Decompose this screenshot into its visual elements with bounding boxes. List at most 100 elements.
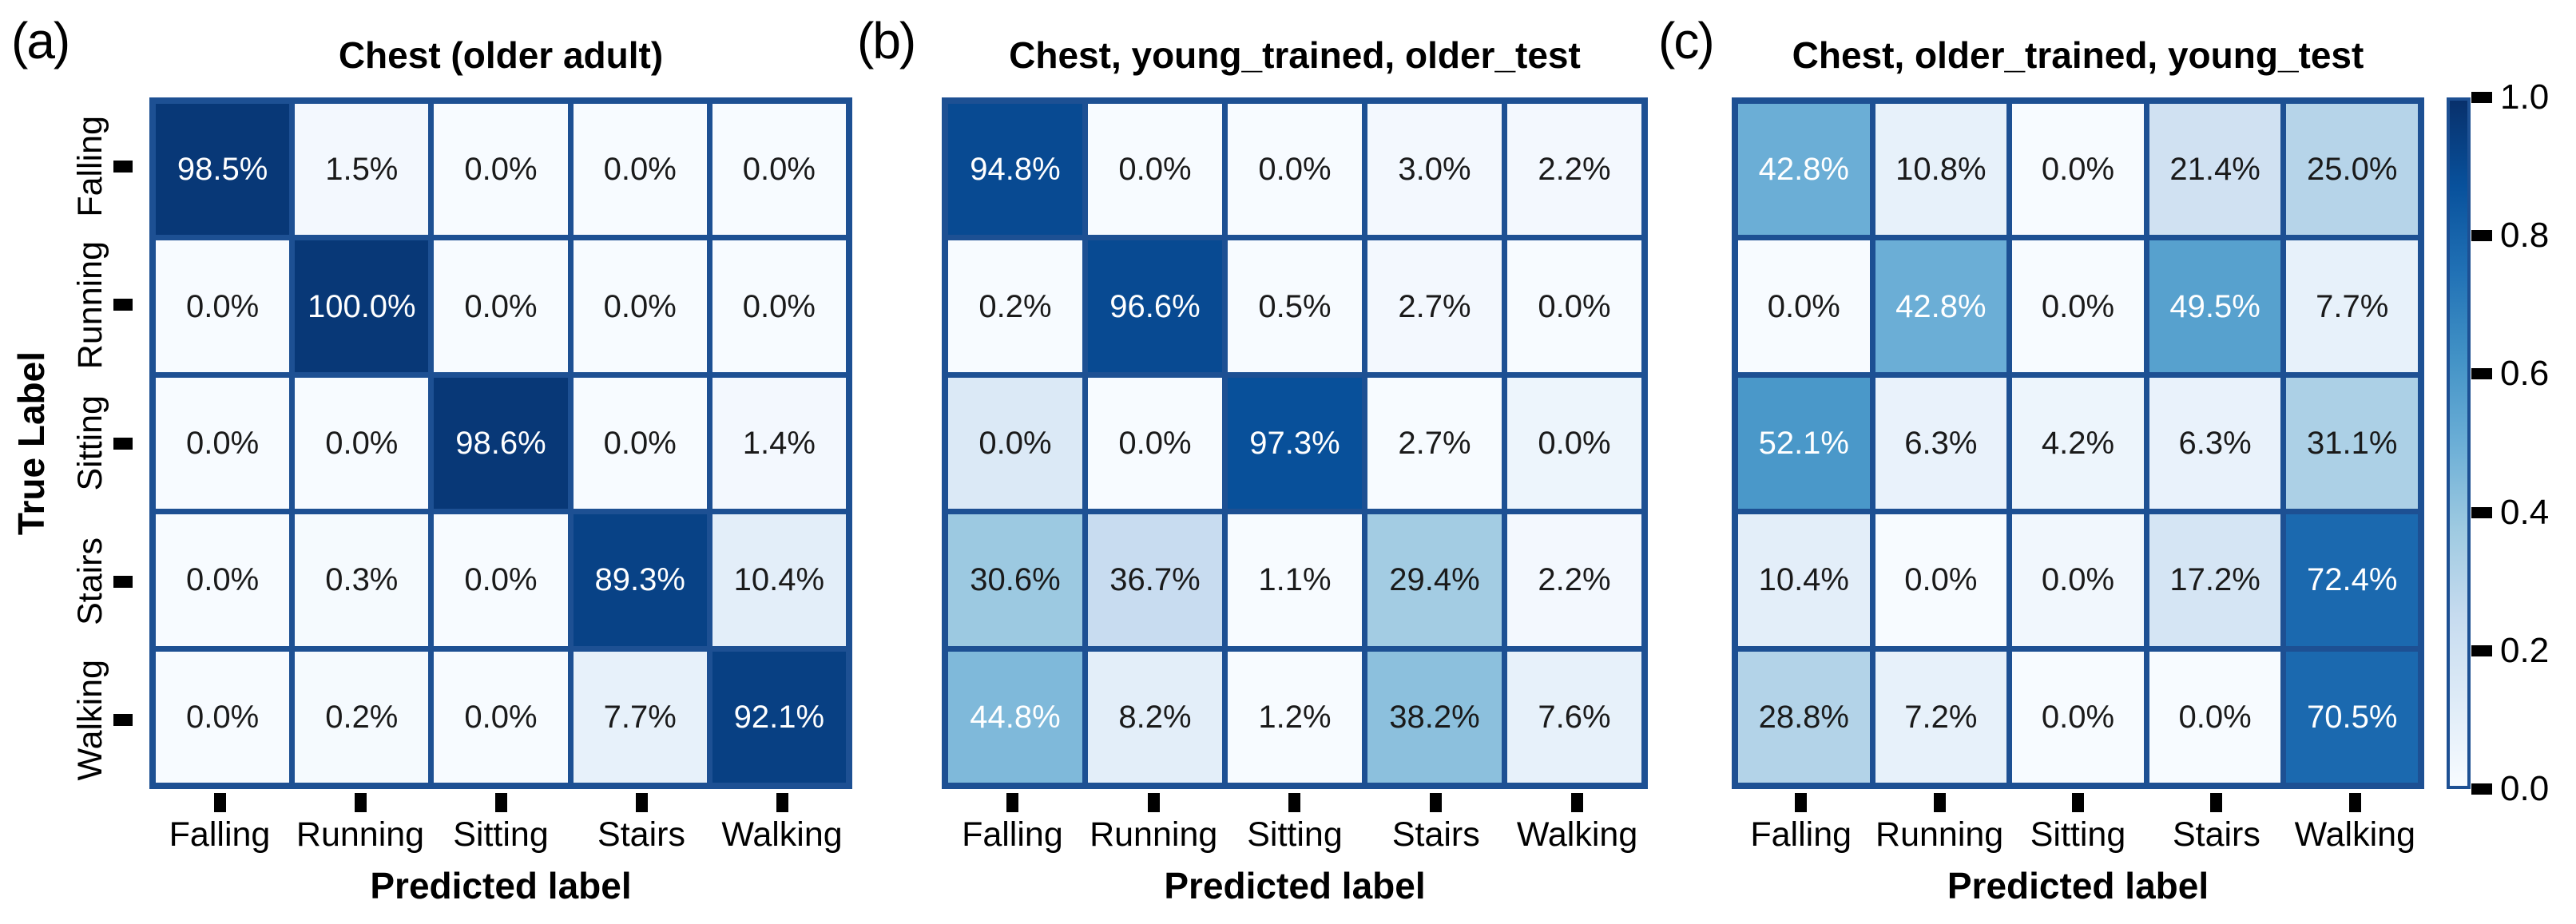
- matrix-cell: 89.3%: [573, 514, 707, 646]
- matrix-cell: 0.0%: [156, 377, 290, 510]
- matrix-cell: 7.7%: [573, 651, 707, 783]
- colorbar-tick: 0.4: [2471, 493, 2549, 533]
- matrix-cell: 0.0%: [2012, 104, 2144, 236]
- panel-title: Chest, older_trained, young_test: [1792, 34, 2364, 76]
- y-tick-wrap: [113, 374, 134, 512]
- matrix-cell: 6.3%: [2149, 377, 2281, 510]
- matrix-cell: 49.5%: [2149, 240, 2281, 372]
- x-tick: Walking: [2286, 789, 2424, 855]
- matrix-cell: 0.0%: [1738, 240, 1870, 372]
- y-tick-label: Falling: [70, 116, 109, 217]
- tick-mark: [354, 793, 367, 812]
- panel-title: Chest, young_trained, older_test: [1009, 34, 1581, 76]
- x-tick-label: Sitting: [453, 815, 549, 854]
- x-tick-label: Running: [296, 815, 425, 854]
- colorbar-tick-label: 0.8: [2500, 216, 2550, 256]
- y-tick-label: Stairs: [70, 537, 109, 626]
- x-tick: Falling: [149, 789, 290, 855]
- x-tick-label: Running: [1875, 815, 2004, 854]
- x-tick: Running: [1870, 789, 2008, 855]
- x-tick: Sitting: [431, 789, 571, 855]
- matrix-cell: 0.0%: [1088, 104, 1222, 236]
- x-tick-label: Falling: [962, 815, 1063, 854]
- colorbar-ticks: 1.0 0.8 0.6 0.4 0.2 0.0: [2471, 77, 2575, 808]
- matrix-cell: 31.1%: [2286, 377, 2418, 510]
- x-tick-label: Running: [1090, 815, 1218, 854]
- panel-letter-a: (a): [11, 12, 70, 69]
- y-tick-wrap: [113, 236, 134, 374]
- tick-mark: [113, 161, 133, 173]
- matrix-cell: 52.1%: [1738, 377, 1870, 510]
- heatmap-grid: 94.8% 0.0% 0.0% 3.0% 2.2% 0.2% 96.6% 0.5% 2.7% 0.…: [942, 97, 1648, 789]
- x-tick: Running: [290, 789, 431, 855]
- x-axis-title: Predicted label: [1947, 865, 2209, 906]
- matrix-cell: 0.0%: [434, 514, 568, 646]
- matrix-cell: 98.6%: [434, 377, 568, 510]
- matrix-cell: 92.1%: [712, 651, 846, 783]
- tick-mark: [113, 437, 133, 450]
- tick-mark: [2471, 644, 2492, 656]
- matrix-cell: 10.4%: [712, 514, 846, 646]
- tick-mark: [2072, 793, 2085, 812]
- matrix-cell: 42.8%: [1875, 240, 2007, 372]
- tick-mark: [1795, 793, 1808, 812]
- x-tick: Walking: [1506, 789, 1648, 855]
- confusion-matrix-panel-b: Chest, young_trained, older_test 94.8% 0.…: [942, 34, 1648, 924]
- matrix-cell: 21.4%: [2149, 104, 2281, 236]
- confusion-matrix-panel-c: Chest, older_trained, young_test 42.8% 10…: [1732, 34, 2424, 924]
- matrix-cell: 0.0%: [434, 240, 568, 372]
- colorbar-tick: 0.2: [2471, 631, 2549, 671]
- matrix-cell: 0.0%: [295, 377, 429, 510]
- matrix-cell: 42.8%: [1738, 104, 1870, 236]
- tick-mark: [2471, 92, 2492, 103]
- x-tick-label: Stairs: [2172, 815, 2260, 854]
- matrix-cell: 0.0%: [156, 240, 290, 372]
- tick-mark: [1288, 793, 1301, 812]
- matrix-cell: 70.5%: [2286, 651, 2418, 783]
- matrix-cell: 2.2%: [1507, 104, 1641, 236]
- y-tick-label-wrap: Falling: [65, 97, 115, 236]
- y-tick-label: Running: [70, 240, 109, 369]
- y-tick-labels: Falling Running Sitting Stairs Walking: [65, 97, 115, 789]
- matrix-cell: 0.0%: [712, 104, 846, 236]
- matrix-cell: 0.0%: [1228, 104, 1362, 236]
- matrix-cell: 1.4%: [712, 377, 846, 510]
- x-tick: Stairs: [1365, 789, 1506, 855]
- y-tick-label-wrap: Walking: [65, 651, 115, 789]
- matrix-cell: 96.6%: [1088, 240, 1222, 372]
- matrix-cell: 0.2%: [295, 651, 429, 783]
- matrix-cell: 7.7%: [2286, 240, 2418, 372]
- y-tick-label-wrap: Running: [65, 236, 115, 374]
- matrix-cell: 0.0%: [1088, 377, 1222, 510]
- colorbar-tick: 1.0: [2471, 77, 2549, 117]
- matrix-cell: 0.3%: [295, 514, 429, 646]
- matrix-cell: 8.2%: [1088, 651, 1222, 783]
- tick-mark: [2471, 506, 2492, 518]
- matrix-cell: 2.2%: [1507, 514, 1641, 646]
- tick-mark: [1571, 793, 1584, 812]
- x-tick-label: Stairs: [597, 815, 685, 854]
- matrix-cell: 0.0%: [2149, 651, 2281, 783]
- matrix-cell: 25.0%: [2286, 104, 2418, 236]
- confusion-matrix-panel-a: Chest (older adult) 98.5% 1.5% 0.0% 0.0% 0.0…: [149, 34, 852, 924]
- matrix-cell: 0.0%: [2012, 240, 2144, 372]
- panel-letter-b: (b): [857, 12, 916, 69]
- matrix-cell: 0.0%: [573, 104, 707, 236]
- tick-mark: [1430, 793, 1443, 812]
- x-tick: Walking: [712, 789, 852, 855]
- matrix-cell: 100.0%: [295, 240, 429, 372]
- matrix-cell: 0.0%: [573, 377, 707, 510]
- matrix-cell: 0.0%: [2012, 651, 2144, 783]
- matrix-cell: 0.0%: [1507, 377, 1641, 510]
- matrix-cell: 0.0%: [1507, 240, 1641, 372]
- matrix-cell: 0.0%: [156, 514, 290, 646]
- x-tick: Falling: [942, 789, 1083, 855]
- tick-mark: [1933, 793, 1946, 812]
- x-tick: Sitting: [2009, 789, 2147, 855]
- matrix-cell: 0.0%: [434, 104, 568, 236]
- matrix-cell: 4.2%: [2012, 377, 2144, 510]
- tick-mark: [494, 793, 507, 812]
- matrix-cell: 44.8%: [948, 651, 1082, 783]
- y-tick-label: Walking: [70, 659, 109, 781]
